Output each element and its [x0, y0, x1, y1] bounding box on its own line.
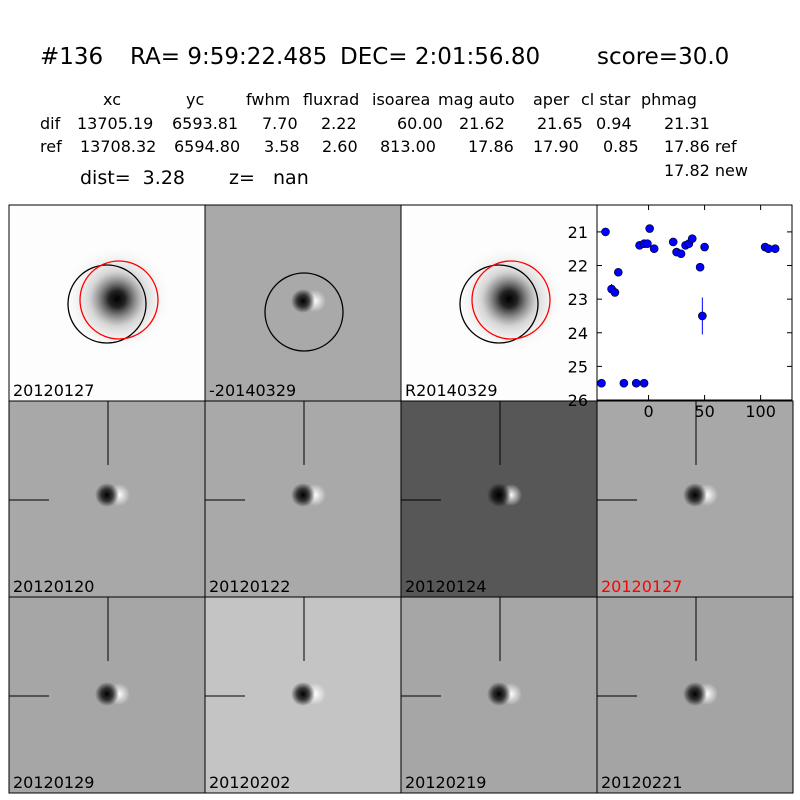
point [770, 244, 780, 254]
core [95, 682, 119, 706]
column-header: aper [533, 90, 570, 109]
point [619, 378, 629, 388]
cell: 813.00 [380, 137, 436, 156]
column-header: mag auto [438, 90, 515, 109]
stamp-label: 20120122 [209, 577, 290, 596]
aperture [67, 264, 147, 344]
y-tick-label: 22 [568, 257, 588, 276]
point [676, 249, 686, 259]
stamp-label: -20140329 [209, 381, 296, 400]
cell: 13708.32 [80, 137, 156, 156]
cell: 21.31 [664, 114, 710, 133]
cell: 0.85 [603, 137, 639, 156]
row-name: ref [40, 137, 62, 156]
z: z= nan [229, 167, 309, 189]
point [695, 262, 705, 272]
y-tick-label: 26 [568, 391, 588, 410]
y-tick-label: 24 [568, 324, 588, 343]
header-ra: RA= 9:59:22.485 [130, 44, 327, 70]
stamp-label: 20120221 [601, 773, 682, 792]
x-tick-label: 100 [745, 402, 776, 421]
core [683, 682, 707, 706]
y-tick-label: 23 [568, 290, 588, 309]
aperture [79, 260, 159, 340]
star [454, 244, 564, 354]
point [610, 288, 620, 297]
plot-area [596, 204, 793, 401]
point [687, 234, 697, 243]
stamp-label: R20140329 [405, 381, 498, 400]
point [649, 244, 659, 254]
stamp-label: 20120124 [405, 577, 486, 596]
cell: 0.94 [596, 114, 632, 133]
aperture [264, 272, 344, 352]
cell: 21.62 [459, 114, 505, 133]
header-id: #136 [40, 44, 103, 70]
column-header: isoarea [372, 90, 430, 109]
column-header: cl star [581, 90, 631, 109]
point [613, 267, 623, 277]
aperture [471, 260, 551, 340]
header-dec: DEC= 2:01:56.80 [340, 44, 540, 70]
column-header: xc [103, 90, 121, 109]
point [645, 224, 654, 233]
core [487, 483, 511, 507]
core [291, 289, 315, 313]
point [700, 242, 709, 252]
point [698, 311, 707, 321]
stamp-label: 20120127 [601, 577, 682, 596]
x-tick-label: 0 [643, 402, 653, 421]
column-header: fluxrad [303, 90, 359, 109]
stamp-label: 20120120 [13, 577, 94, 596]
core [95, 483, 119, 507]
cell: 7.70 [262, 114, 298, 133]
point [597, 378, 606, 388]
point [631, 378, 641, 388]
point [601, 227, 610, 237]
y-tick-label: 21 [568, 223, 588, 242]
cell: 17.90 [533, 137, 579, 156]
column-header: fwhm [246, 90, 290, 109]
row-name: dif [40, 114, 61, 133]
cell: 3.58 [264, 137, 300, 156]
stamp-label: 20120202 [209, 773, 290, 792]
cell: 6594.80 [174, 137, 240, 156]
stamp-label: 20120129 [13, 773, 94, 792]
core [291, 483, 315, 507]
point [668, 237, 678, 247]
point [639, 378, 649, 388]
core [291, 682, 315, 706]
header-score: score=30.0 [597, 44, 729, 70]
stamp-label: 20120219 [405, 773, 486, 792]
column-header: yc [186, 90, 204, 109]
aperture [459, 264, 539, 344]
column-header: phmag [641, 90, 697, 109]
core [487, 682, 511, 706]
extra: 17.82 new [664, 161, 748, 180]
star [62, 244, 172, 354]
point [643, 239, 652, 248]
y-tick-label: 25 [568, 357, 588, 376]
cell: 13705.19 [77, 114, 153, 133]
cell: 17.86 [468, 137, 514, 156]
stamp-label: 20120127 [13, 381, 94, 400]
cell: 2.22 [321, 114, 357, 133]
x-tick-label: 50 [694, 402, 714, 421]
cell: 60.00 [397, 114, 443, 133]
cell: 6593.81 [172, 114, 238, 133]
dist: dist= 3.28 [80, 167, 185, 189]
cell: 2.60 [322, 137, 358, 156]
cell: 21.65 [537, 114, 583, 133]
core [683, 483, 707, 507]
cell: 17.86 ref [664, 137, 737, 156]
